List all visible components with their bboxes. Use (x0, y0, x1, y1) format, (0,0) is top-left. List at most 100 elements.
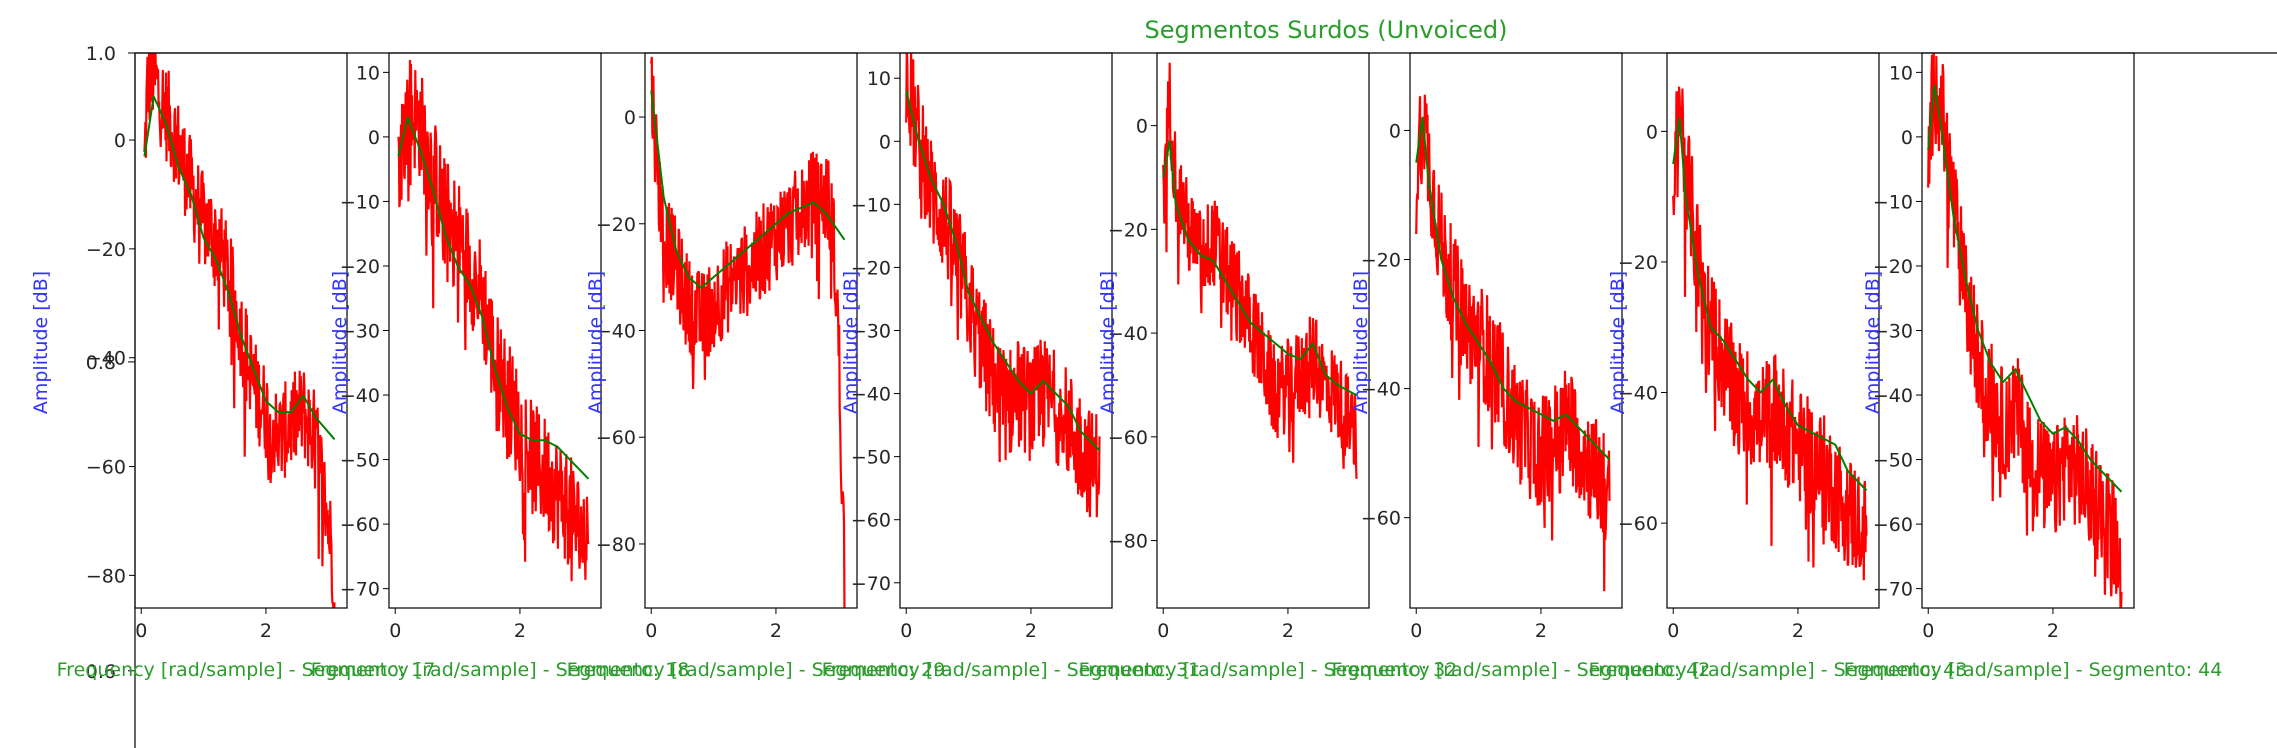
ylabel-segment-18: Amplitude [dB] (329, 271, 351, 414)
envelope-line-segment-31 (905, 90, 1101, 452)
ytick-label: −50 (340, 450, 380, 472)
ytick-label: −40 (86, 348, 126, 370)
envelope-line-segment-18 (397, 116, 590, 480)
ytick-label: −40 (1108, 323, 1148, 345)
panel-frame (134, 52, 348, 609)
ytick-label: −30 (851, 321, 891, 343)
ytick-label: −80 (1108, 531, 1148, 553)
ytick-label: −10 (851, 194, 891, 216)
panel-segment-44: 10 0 −10 −20 −30 −40 −50 −60 −70 0 2 Amplitude [dB] (1862, 52, 2135, 642)
xtick-label: 2 (1792, 620, 1804, 642)
outer-ytick-label: 1.0 (86, 43, 116, 65)
xtick-label: 0 (645, 620, 657, 642)
ytick-label: −40 (340, 385, 380, 407)
panel-segment-42: 0 −20 −40 −60 0 2 Amplitude [dB] (1350, 52, 1623, 642)
ytick-label: 0 (1901, 127, 1913, 149)
xtick-label: 0 (1922, 620, 1934, 642)
xlabels-container: Frequency [rad/sample] - Segmento: 17Fre… (57, 659, 2223, 681)
ytick-label: 0 (1136, 116, 1148, 138)
xlabel-segment-18: Frequency [rad/sample] - Segmento: 18 (311, 659, 690, 681)
spectrum-line-segment-18 (397, 59, 590, 582)
outer-ytick-label: 0.6 (86, 661, 116, 683)
ytick-label: −20 (1873, 256, 1913, 278)
ytick-label: −70 (340, 579, 380, 601)
xtick-label: 2 (514, 620, 526, 642)
ytick-label: −40 (596, 321, 636, 343)
ytick-label: −60 (340, 514, 380, 536)
ytick-label: −40 (1873, 385, 1913, 407)
ytick-label: 0 (1389, 120, 1401, 142)
ytick-label: 0 (624, 107, 636, 129)
envelope-line-segment-43 (1672, 117, 1868, 492)
ylabel-segment-42: Amplitude [dB] (1350, 271, 1372, 414)
xtick-label: 2 (770, 620, 782, 642)
envelope-line-segment-44 (1927, 84, 2123, 493)
xtick-label: 2 (260, 620, 272, 642)
ytick-label: −60 (86, 457, 126, 479)
xlabel-segment-42: Frequency [rad/sample] - Segmento: 42 (1332, 659, 1711, 681)
envelope-line-segment-32 (1162, 140, 1357, 397)
xtick-label: 0 (1667, 620, 1679, 642)
spectrum-line-segment-31 (905, 53, 1101, 518)
xlabel-segment-43: Frequency [rad/sample] - Segmento: 43 (1589, 659, 1968, 681)
envelope-line-segment-17 (143, 95, 336, 440)
ytick-label: −20 (596, 214, 636, 236)
ytick-label: 0 (114, 130, 126, 152)
ylabel-segment-43: Amplitude [dB] (1607, 271, 1629, 414)
xlabel-segment-17: Frequency [rad/sample] - Segmento: 17 (57, 659, 436, 681)
ytick-label: −40 (1618, 383, 1658, 405)
panel-segment-32: 0 −20 −40 −60 −80 0 2 Amplitude [dB] (1097, 52, 1370, 642)
panel-frame (644, 52, 858, 609)
ytick-label: −20 (1618, 252, 1658, 274)
panel-frame (899, 52, 1113, 609)
xtick-label: 0 (1410, 620, 1422, 642)
panel-segment-29: 0 −20 −40 −60 −80 0 2 Amplitude [dB] (585, 52, 858, 642)
ytick-label: −50 (851, 447, 891, 469)
xtick-label: 2 (1535, 620, 1547, 642)
panel-segment-31: 10 0 −10 −20 −30 −40 −50 −60 −70 0 2 Amplitude [dB] (840, 52, 1113, 642)
panels-container: 0 −20 −40 −60 −80 0 2 Amplitude [dB] 10 0 −10 −20 −3… (30, 52, 2135, 642)
panel-frame (1409, 52, 1623, 609)
xtick-label: 0 (900, 620, 912, 642)
ytick-label: −60 (596, 427, 636, 449)
ytick-label: −20 (851, 257, 891, 279)
envelope-line-segment-42 (1415, 116, 1611, 461)
xtick-label: 0 (1157, 620, 1169, 642)
ylabel-segment-32: Amplitude [dB] (1097, 271, 1119, 414)
ytick-label: −60 (1361, 508, 1401, 530)
ytick-label: −20 (1361, 250, 1401, 272)
ytick-label: −40 (851, 384, 891, 406)
panel-frame (1156, 52, 1370, 609)
panel-segment-17: 0 −20 −40 −60 −80 0 2 Amplitude [dB] (30, 52, 348, 642)
xlabel-segment-44: Frequency [rad/sample] - Segmento: 44 (1844, 659, 2223, 681)
outer-axis-yticks: 1.0 0.8 0.6 (86, 43, 135, 683)
xlabel-segment-32: Frequency [rad/sample] - Segmento: 32 (1079, 659, 1458, 681)
ylabel-segment-29: Amplitude [dB] (585, 271, 607, 414)
xlabel-segment-29: Frequency [rad/sample] - Segmento: 29 (567, 659, 946, 681)
ytick-label: −10 (340, 191, 380, 213)
ytick-label: −30 (1873, 321, 1913, 343)
xtick-label: 2 (2047, 620, 2059, 642)
ylabel-segment-17: Amplitude [dB] (30, 271, 52, 414)
ytick-label: −60 (1618, 513, 1658, 535)
panel-frame (1666, 52, 1880, 609)
ytick-label: −40 (1361, 379, 1401, 401)
ylabel-segment-31: Amplitude [dB] (840, 271, 862, 414)
ytick-label: 0 (368, 127, 380, 149)
spectrum-line-segment-17 (143, 53, 336, 608)
ytick-label: −20 (340, 256, 380, 278)
panel-segment-43: 0 −20 −40 −60 0 2 Amplitude [dB] (1607, 52, 1880, 642)
ytick-label: −30 (340, 321, 380, 343)
ytick-label: −70 (1873, 579, 1913, 601)
envelope-line-segment-29 (650, 90, 846, 289)
ylabel-segment-44: Amplitude [dB] (1862, 271, 1884, 414)
ytick-label: −50 (1873, 450, 1913, 472)
spectrum-line-segment-42 (1415, 94, 1611, 592)
ytick-label: −60 (1873, 514, 1913, 536)
spectrum-line-segment-44 (1927, 53, 2123, 608)
xtick-label: 0 (389, 620, 401, 642)
xtick-label: 2 (1282, 620, 1294, 642)
ytick-label: 0 (879, 131, 891, 153)
ytick-label: 10 (356, 62, 380, 84)
